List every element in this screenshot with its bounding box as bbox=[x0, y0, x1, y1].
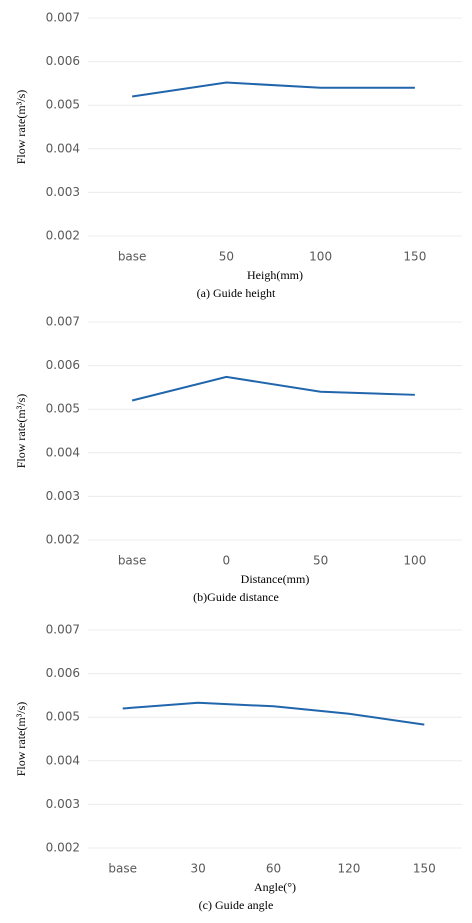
data-line bbox=[122, 701, 425, 726]
y-tick-label: 0.002 bbox=[46, 533, 80, 547]
caption: (b)Guide distance bbox=[193, 590, 279, 604]
caption: (c) Guide angle bbox=[199, 898, 274, 912]
x-tick-label: 50 bbox=[219, 250, 234, 264]
y-tick-label: 0.003 bbox=[46, 489, 80, 503]
data-line bbox=[131, 375, 415, 402]
y-tick-label: 0.007 bbox=[46, 623, 80, 637]
x-tick-label: base bbox=[118, 250, 147, 264]
y-tick-label: 0.006 bbox=[46, 666, 80, 680]
chart: 0.002 0.003 0.004 0.005 0.006 0.007 base 50 100 1… bbox=[14, 11, 462, 300]
y-tick-label: 0.007 bbox=[46, 315, 80, 329]
x-tick-label: base bbox=[108, 862, 137, 876]
chart: 0.002 0.003 0.004 0.005 0.006 0.007 base 0 50 100… bbox=[14, 315, 462, 604]
x-axis-label: Heigh(mm) bbox=[247, 268, 303, 282]
caption: (a) Guide height bbox=[197, 286, 276, 300]
y-tick-label: 0.004 bbox=[46, 445, 80, 459]
x-tick-label: 0 bbox=[223, 554, 231, 568]
x-tick-label: 120 bbox=[337, 862, 360, 876]
y-tick-label: 0.002 bbox=[46, 229, 80, 243]
y-tick-label: 0.005 bbox=[46, 710, 80, 724]
y-tick-label: 0.003 bbox=[46, 797, 80, 811]
y-tick-label: 0.006 bbox=[46, 54, 80, 68]
x-tick-label: 50 bbox=[313, 554, 328, 568]
data-line bbox=[131, 81, 415, 98]
y-tick-label: 0.006 bbox=[46, 358, 80, 372]
y-tick-label: 0.004 bbox=[46, 753, 80, 767]
y-axis-label: Flow rate(m³/s) bbox=[14, 702, 28, 777]
x-tick-label: 30 bbox=[190, 862, 205, 876]
x-tick-label: base bbox=[118, 554, 147, 568]
chart: 0.002 0.003 0.004 0.005 0.006 0.007 base 30 60 12… bbox=[14, 623, 462, 912]
x-tick-label: 60 bbox=[266, 862, 281, 876]
y-tick-label: 0.003 bbox=[46, 185, 80, 199]
y-tick-label: 0.007 bbox=[46, 11, 80, 25]
x-tick-label: 150 bbox=[403, 250, 426, 264]
x-axis-label: Angle(°) bbox=[254, 880, 296, 894]
x-tick-label: 100 bbox=[309, 250, 332, 264]
y-tick-label: 0.002 bbox=[46, 841, 80, 855]
y-axis-label: Flow rate(m³/s) bbox=[14, 394, 28, 469]
y-axis-label: Flow rate(m³/s) bbox=[14, 90, 28, 165]
x-axis-label: Distance(mm) bbox=[241, 572, 310, 586]
y-tick-label: 0.004 bbox=[46, 141, 80, 155]
y-tick-label: 0.005 bbox=[46, 402, 80, 416]
y-tick-label: 0.005 bbox=[46, 98, 80, 112]
x-tick-label: 100 bbox=[403, 554, 426, 568]
x-tick-label: 150 bbox=[413, 862, 436, 876]
